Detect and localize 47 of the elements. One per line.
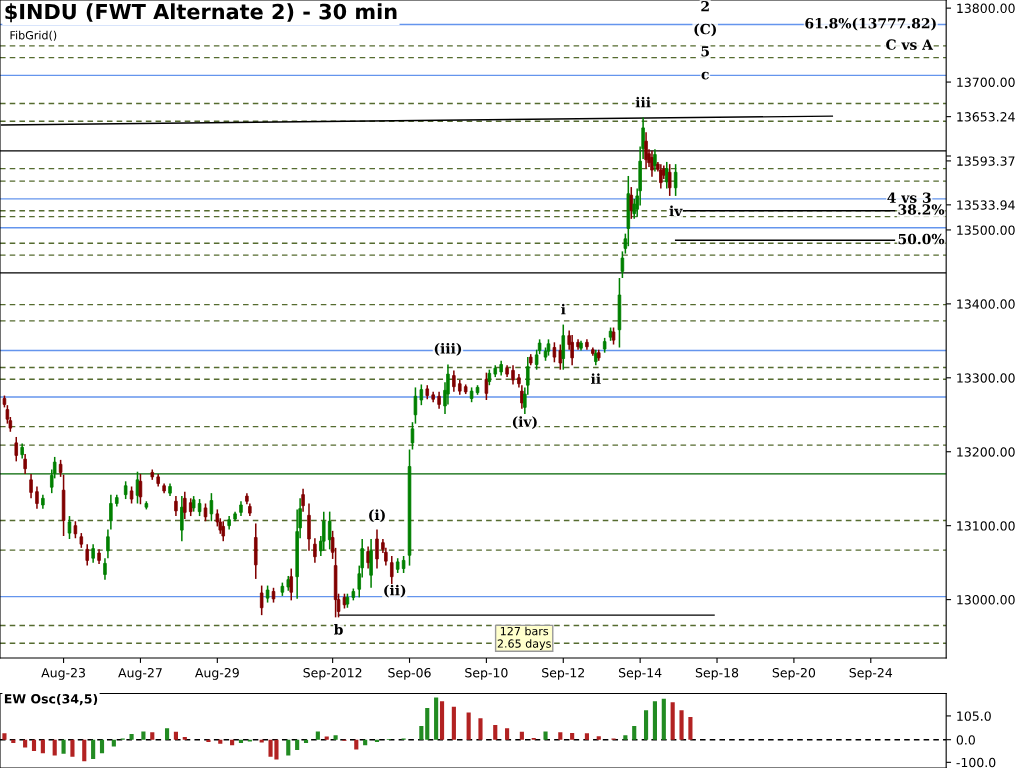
y-tick-label: 0.0 bbox=[956, 735, 975, 745]
annotation: ii bbox=[590, 373, 601, 384]
x-tick-label: Sep-06 bbox=[388, 667, 431, 680]
annotation: iii bbox=[635, 96, 651, 108]
annotation: b bbox=[334, 623, 343, 635]
y-tick-label: 13400.00 bbox=[957, 299, 1015, 309]
x-tick-label: Aug-27 bbox=[118, 667, 162, 680]
annotation: 38.2% bbox=[898, 204, 945, 215]
annotation: (ii) bbox=[384, 584, 406, 598]
x-tick-label: Sep-2012 bbox=[303, 667, 362, 680]
annotation: iv bbox=[669, 205, 683, 217]
x-tick-label: Sep-12 bbox=[542, 667, 585, 680]
y-tick-label: 13100.00 bbox=[957, 521, 1015, 531]
annotation: 4 vs 3 bbox=[887, 192, 931, 203]
chart-title: $INDU (FWT Alternate 2) - 30 min bbox=[5, 3, 397, 23]
annotation: c bbox=[701, 71, 709, 80]
y-tick-label: -100.0 bbox=[956, 757, 996, 768]
annotation: 50.0% bbox=[898, 233, 945, 245]
annotation: C vs A bbox=[886, 39, 934, 50]
y-tick-label: 13593.37 bbox=[957, 156, 1015, 166]
x-tick-label: Sep-14 bbox=[618, 667, 662, 680]
x-tick-label: Sep-10 bbox=[465, 667, 508, 680]
y-tick-label: 13000.00 bbox=[957, 595, 1015, 605]
chart-title: EW Osc(34,5) bbox=[4, 693, 98, 706]
annotation: (C) bbox=[694, 23, 716, 37]
annotation: (i) bbox=[369, 509, 385, 523]
annotation: (iv) bbox=[512, 416, 537, 429]
y-tick-label: 105.0 bbox=[957, 711, 991, 721]
y-tick-label: 13200.00 bbox=[957, 447, 1015, 457]
y-tick-label: 13653.24 bbox=[957, 112, 1015, 122]
annotation: (iii) bbox=[434, 342, 462, 356]
y-tick-label: 13300.00 bbox=[957, 373, 1015, 383]
annotation: FibGrid() bbox=[10, 30, 57, 41]
annotation: 61.8%(13777.82) bbox=[805, 17, 936, 31]
annotation: 127 bars 2.65 days bbox=[497, 626, 551, 650]
y-tick-label: 13533.94 bbox=[957, 200, 1015, 210]
x-tick-label: Sep-20 bbox=[772, 667, 816, 680]
annotation: 5 bbox=[701, 46, 709, 57]
y-tick-label: 13500.00 bbox=[957, 225, 1015, 235]
annotation: 2 bbox=[701, 0, 709, 12]
y-tick-label: 13800.00 bbox=[957, 3, 1015, 14]
y-tick-label: 13700.00 bbox=[957, 77, 1015, 87]
x-tick-label: Aug-23 bbox=[41, 667, 85, 680]
x-tick-label: Sep-24 bbox=[849, 667, 893, 680]
x-tick-label: Sep-18 bbox=[695, 667, 739, 680]
annotation: i bbox=[561, 303, 566, 315]
x-tick-label: Aug-29 bbox=[195, 667, 239, 680]
